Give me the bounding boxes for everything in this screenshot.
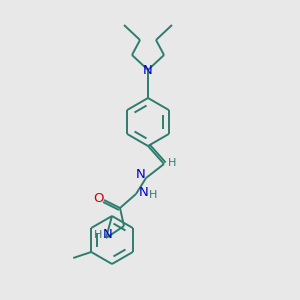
Text: N: N: [103, 229, 113, 242]
Text: O: O: [93, 191, 103, 205]
Text: H: H: [168, 158, 176, 168]
Text: N: N: [136, 169, 146, 182]
Text: N: N: [139, 185, 149, 199]
Text: H: H: [94, 230, 102, 240]
Text: H: H: [149, 190, 157, 200]
Text: N: N: [143, 64, 153, 76]
